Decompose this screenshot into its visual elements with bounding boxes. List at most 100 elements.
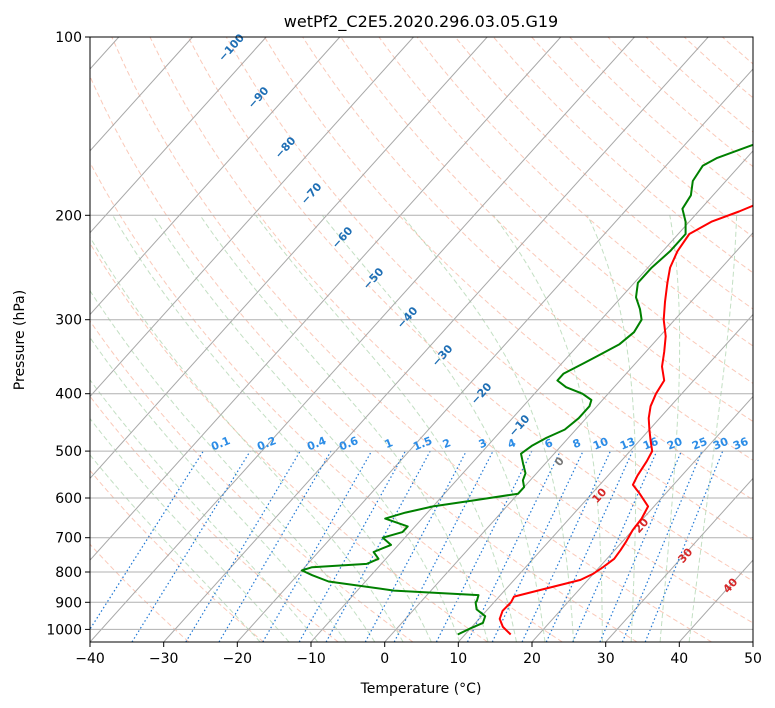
isotherm <box>90 37 635 642</box>
y-tick-label: 1000 <box>46 622 82 638</box>
mixing-ratio-line <box>621 450 703 642</box>
isotherm-label: −60 <box>329 224 355 251</box>
isotherm-label: −40 <box>394 304 420 331</box>
mixing-ratio-label: 0.6 <box>337 434 360 453</box>
x-tick-label: −30 <box>149 651 179 667</box>
moist-adiabat <box>112 215 432 642</box>
mixing-ratio-label: 1.5 <box>411 434 434 453</box>
mixing-ratio-label: 20 <box>665 435 684 453</box>
moist-adiabat <box>90 289 376 642</box>
isotherm-label: −70 <box>298 180 324 207</box>
moist-adiabat <box>688 215 738 642</box>
mixing-ratio-label: 36 <box>731 435 750 453</box>
isotherm <box>90 37 341 316</box>
dry-adiabat <box>90 395 339 642</box>
mixing-ratio-line <box>298 450 406 642</box>
isotherm-label: 0 <box>552 454 567 469</box>
moist-adiabat <box>90 378 319 642</box>
profile-series <box>300 143 753 636</box>
pressure-grid <box>90 37 753 630</box>
mixing-ratio-label: 30 <box>711 435 730 453</box>
y-tick-label: 300 <box>55 313 82 329</box>
mixing-ratio-label: 0.1 <box>209 434 232 453</box>
x-axis-label: Temperature (°C) <box>360 681 482 697</box>
mixing-ratio-line <box>218 450 332 642</box>
moist-adiabat <box>90 336 347 642</box>
mixing-ratio-label: 0.4 <box>305 434 328 453</box>
mixing-ratio-line <box>521 450 611 642</box>
mixing-ratio-line <box>491 450 584 642</box>
moist-adiabat <box>493 215 603 642</box>
dry-adiabat <box>90 320 414 642</box>
dry-adiabat <box>225 37 753 541</box>
isotherm <box>605 477 753 642</box>
isotherm <box>310 150 753 642</box>
moist-adiabat <box>199 215 489 642</box>
dry-adiabat <box>264 37 753 501</box>
isotherm <box>163 37 709 642</box>
isotherm <box>457 313 753 642</box>
plot-frame <box>89 36 754 643</box>
dry-adiabat <box>340 37 753 423</box>
isotherm-label: −80 <box>272 134 298 161</box>
isotherm <box>236 68 753 642</box>
chart-title: wetPf2_C2E5.2020.296.03.05.G19 <box>284 12 558 32</box>
isotherm <box>90 37 267 234</box>
dry-adiabat <box>531 37 753 238</box>
moist-adiabat <box>152 215 461 642</box>
mixing-ratio-label: 3 <box>477 436 489 451</box>
moist-adiabat <box>401 214 575 642</box>
mixing-ratio-line <box>185 450 301 642</box>
isotherm-label: −100 <box>216 31 247 64</box>
y-tick-label: 800 <box>55 565 82 581</box>
isotherm-label: −10 <box>506 412 532 439</box>
mixing-ratio-line <box>545 450 634 642</box>
mixing-ratio-line <box>572 450 658 642</box>
x-tick-label: 30 <box>597 651 615 667</box>
x-tick-label: 50 <box>744 651 762 667</box>
moist-adiabat <box>90 236 404 642</box>
moist-adiabat <box>587 215 637 642</box>
isotherm-label: −90 <box>245 84 271 111</box>
moist-adiabat <box>321 214 546 642</box>
isotherm <box>752 641 753 642</box>
moist-adiabat <box>659 215 681 642</box>
isotherm-label: 10 <box>589 485 609 505</box>
dry-adiabat <box>90 242 488 642</box>
mixing-ratio-line <box>325 450 431 642</box>
dry-adiabat <box>378 37 753 385</box>
isotherm <box>90 37 414 398</box>
dry-adiabat <box>90 469 264 642</box>
isotherm-label: 30 <box>675 545 695 565</box>
profile-line <box>498 204 753 636</box>
y-tick-label: 600 <box>55 491 82 507</box>
background-lines <box>90 37 753 642</box>
mixing-ratio-line <box>131 450 251 642</box>
isotherm-label: −30 <box>429 342 455 369</box>
isotherm <box>90 37 193 152</box>
dry-adiabat <box>454 37 753 310</box>
dry-adiabat <box>149 37 753 624</box>
dry-adiabat <box>111 37 712 642</box>
isotherm <box>90 37 562 561</box>
y-tick-label: 100 <box>55 30 82 46</box>
mixing-ratio-labels: 0.1 0.2 0.4 0.6 1 1.5 2 3 4 6 8 10 13 16 20 25 30 36 <box>209 434 750 453</box>
dry-adiabat <box>416 37 753 347</box>
moist-adiabat <box>255 215 517 642</box>
x-tick-label: 20 <box>523 651 541 667</box>
mixing-ratio-line <box>90 450 204 631</box>
dry-adiabat <box>683 37 753 99</box>
mixing-ratio-label: 8 <box>571 436 583 451</box>
x-tick-label: −20 <box>223 651 253 667</box>
x-axis-ticks: −40 −30 −20 −10 0 10 20 30 40 50 <box>75 642 762 667</box>
isotherm <box>384 232 753 642</box>
y-tick-label: 900 <box>55 595 82 611</box>
isotherm <box>531 395 753 642</box>
mixing-ratio-label: 2 <box>441 436 453 451</box>
isotherm <box>90 37 488 480</box>
moist-adiabat <box>90 417 290 642</box>
mixing-ratio-label: 13 <box>618 435 637 453</box>
mixing-ratio-line <box>466 450 561 642</box>
x-tick-label: 10 <box>449 651 467 667</box>
